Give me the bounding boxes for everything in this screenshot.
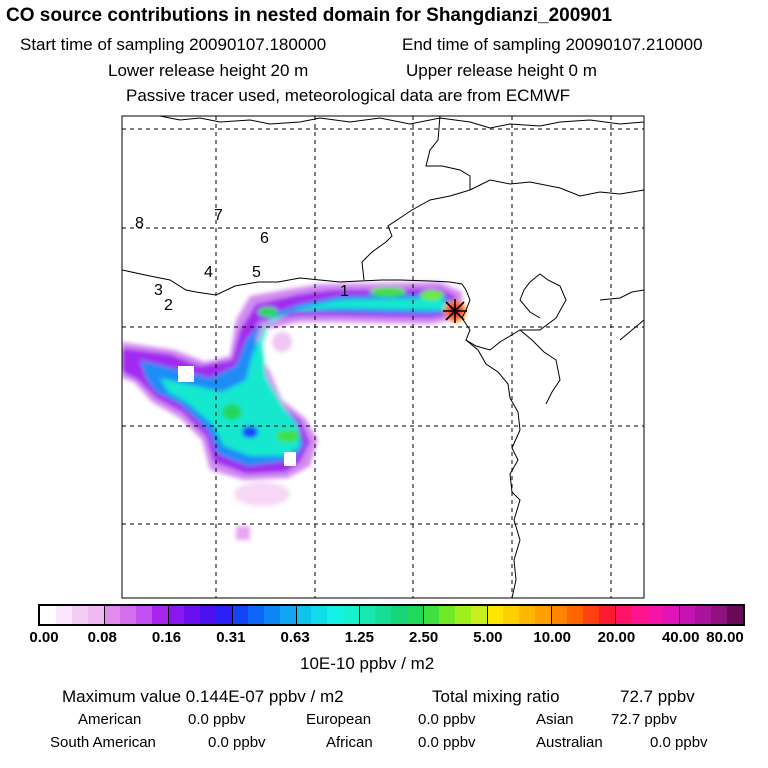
- colorbar-swatch: [710, 606, 727, 624]
- colorbar-swatch: [391, 606, 408, 624]
- colorbar-swatch: [151, 606, 168, 624]
- colorbar-swatch: [471, 606, 488, 624]
- colorbar-swatch: [40, 606, 56, 624]
- start-time-label: Start time of sampling 20090107.180000: [20, 35, 327, 54]
- tracer-note: Passive tracer used, meteorological data…: [126, 86, 571, 105]
- concentration-plume: [122, 282, 466, 540]
- colorbar-tick-label: 0.00: [29, 629, 59, 646]
- colorbar-swatch: [726, 606, 743, 624]
- colorbar-swatch: [535, 606, 551, 624]
- african-value: 0.0 ppbv: [418, 734, 476, 751]
- map-frame: [121, 115, 645, 599]
- european-value: 0.0 ppbv: [418, 711, 476, 728]
- colorbar-swatch: [119, 606, 136, 624]
- maximum-value: Maximum value 0.144E-07 ppbv / m2: [62, 687, 344, 706]
- colorbar-swatch: [519, 606, 536, 624]
- plume-gap: [178, 366, 194, 382]
- colorbar-swatch: [678, 606, 695, 624]
- colorbar-tick-label: 0.08: [87, 629, 117, 646]
- colorbar-swatch: [662, 606, 679, 624]
- colorbar-swatch: [630, 606, 647, 624]
- australian-label: Australian: [536, 734, 603, 751]
- total-mixing-label: Total mixing ratio: [432, 687, 560, 706]
- colorbar-swatch: [455, 606, 472, 624]
- colorbar-swatch: [439, 606, 456, 624]
- colorbar-swatch: [598, 606, 615, 624]
- region-label-2: 2: [164, 297, 173, 314]
- colorbar-swatch: [551, 606, 567, 624]
- region-label-5: 5: [252, 264, 261, 281]
- colorbar-swatch: [295, 606, 312, 624]
- region-label-7: 7: [214, 207, 223, 224]
- asian-value: 72.7 ppbv: [611, 711, 677, 728]
- colorbar-swatch: [614, 606, 631, 624]
- south-american-value: 0.0 ppbv: [208, 734, 266, 751]
- australian-value: 0.0 ppbv: [650, 734, 708, 751]
- colorbar-swatch: [71, 606, 88, 624]
- colorbar-swatch: [279, 606, 296, 624]
- colorbar-swatch: [247, 606, 264, 624]
- colorbar-swatch: [359, 606, 376, 624]
- region-label-4: 4: [204, 264, 213, 281]
- colorbar-swatch: [487, 606, 504, 624]
- region-label-6: 6: [260, 230, 269, 247]
- american-value: 0.0 ppbv: [188, 711, 246, 728]
- total-mixing-value: 72.7 ppbv: [620, 687, 695, 706]
- colorbar-tick-label: 5.00: [473, 629, 503, 646]
- colorbar-swatch: [343, 606, 360, 624]
- colorbar-swatch: [582, 606, 599, 624]
- colorbar-swatch: [215, 606, 232, 624]
- colorbar-tick-label: 0.16: [151, 629, 182, 646]
- lat-lon-grid: [122, 116, 644, 598]
- region-label-1: 1: [340, 283, 349, 300]
- x-star-icon: [443, 299, 467, 323]
- colorbar-tick-label: 20.00: [597, 629, 636, 646]
- lower-release-height-label: Lower release height 20 m: [108, 61, 309, 80]
- european-label: European: [306, 711, 372, 728]
- colorbar-tick-label: 0.31: [216, 629, 246, 646]
- asian-label: Asian: [536, 711, 574, 728]
- colorbar-swatch: [503, 606, 520, 624]
- region-label-8: 8: [135, 215, 144, 232]
- colorbar-tick-label: 40.00: [661, 629, 700, 646]
- colorbar-tick-label: 0.63: [280, 629, 310, 646]
- colorbar-units: 10E-10 ppbv / m2: [300, 654, 435, 673]
- african-label: African: [326, 734, 373, 751]
- map-panel: 1 2 3 4 5 6 7 8: [121, 115, 645, 599]
- colorbar-swatch: [263, 606, 280, 624]
- colorbar-swatch: [646, 606, 663, 624]
- colorbar-swatch: [566, 606, 583, 624]
- colorbar-swatch: [375, 606, 392, 624]
- colorbar-swatch: [231, 606, 248, 624]
- colorbar-swatch: [199, 606, 216, 624]
- colorbar-swatch: [103, 606, 120, 624]
- colorbar-tick-label: 2.50: [409, 629, 439, 646]
- american-label: American: [78, 711, 142, 728]
- colorbar-swatch: [87, 606, 104, 624]
- colorbar-swatch: [135, 606, 152, 624]
- colorbar-swatch: [407, 606, 424, 624]
- colorbar-tick-label: 1.25: [344, 629, 374, 646]
- coastlines: [122, 116, 644, 598]
- plume-gap: [284, 452, 296, 466]
- colorbar-swatch: [183, 606, 200, 624]
- colorbar: [38, 604, 745, 626]
- colorbar-swatch: [167, 606, 184, 624]
- colorbar-tick-label: 80.00: [706, 629, 744, 646]
- colorbar-tick-label: 10.00: [533, 629, 571, 646]
- colorbar-swatch: [694, 606, 711, 624]
- region-label-3: 3: [154, 282, 163, 299]
- colorbar-swatch: [311, 606, 328, 624]
- colorbar-swatch: [55, 606, 72, 624]
- south-american-label: South American: [50, 734, 156, 751]
- colorbar-swatch: [423, 606, 440, 624]
- upper-release-height-label: Upper release height 0 m: [406, 61, 597, 80]
- colorbar-swatch: [327, 606, 344, 624]
- plot-title: CO source contributions in nested domain…: [6, 5, 613, 26]
- end-time-label: End time of sampling 20090107.210000: [402, 35, 703, 54]
